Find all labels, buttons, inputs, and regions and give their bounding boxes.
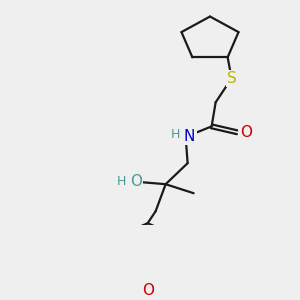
Text: H: H [171, 128, 180, 141]
Text: S: S [227, 71, 236, 86]
Text: O: O [130, 174, 142, 189]
Text: H: H [117, 175, 126, 188]
Text: O: O [240, 125, 252, 140]
Text: N: N [184, 129, 195, 144]
Text: O: O [142, 283, 154, 298]
